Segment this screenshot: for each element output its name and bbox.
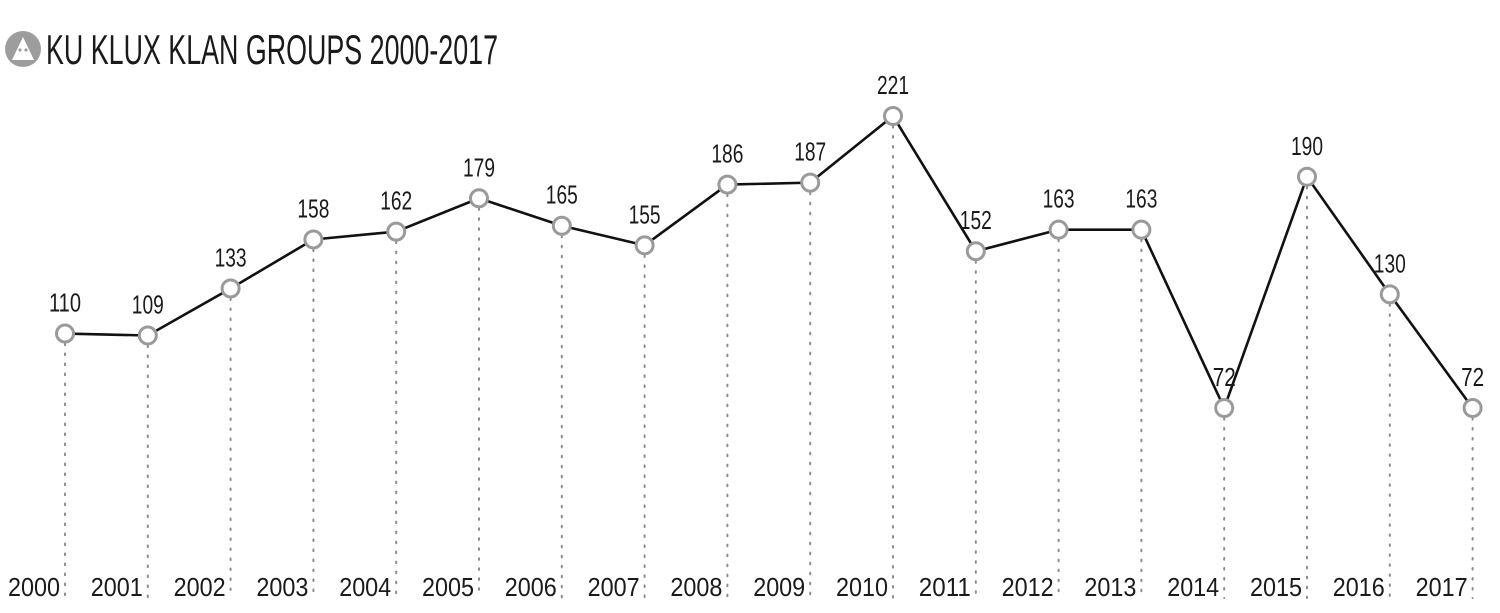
x-tick-label-2013: 2013 xyxy=(1084,572,1136,602)
data-label-2000: 110 xyxy=(49,288,81,318)
data-point-2017 xyxy=(1462,398,1483,418)
x-tick-label-2003: 2003 xyxy=(256,572,308,602)
x-tick-label-2009: 2009 xyxy=(753,572,805,602)
data-label-2001: 109 xyxy=(132,289,164,319)
data-point-2008 xyxy=(717,174,738,195)
data-point-2015 xyxy=(1297,166,1317,187)
series-line-layer xyxy=(64,114,1474,412)
data-point-2012 xyxy=(1048,219,1069,240)
x-tick-label-2014: 2014 xyxy=(1167,572,1219,602)
data-label-2007: 155 xyxy=(629,199,661,229)
data-label-2002: 133 xyxy=(215,242,247,272)
data-point-2005 xyxy=(469,188,489,209)
data-point-2003 xyxy=(303,229,324,250)
data-point-2001 xyxy=(137,325,158,346)
data-point-2016 xyxy=(1379,284,1400,305)
data-label-2005: 179 xyxy=(463,152,495,182)
icon-hood xyxy=(12,37,34,60)
data-label-2004: 162 xyxy=(380,186,412,216)
x-tick-label-2004: 2004 xyxy=(339,572,391,602)
x-tick-label-2010: 2010 xyxy=(836,572,888,602)
data-label-2017: 72 xyxy=(1461,362,1484,392)
data-label-2006: 165 xyxy=(546,180,578,210)
x-tick-label-2002: 2002 xyxy=(174,572,226,602)
data-point-2006 xyxy=(551,215,572,236)
data-point-2002 xyxy=(220,278,241,299)
icon-left-eye xyxy=(18,48,22,52)
data-label-2016: 130 xyxy=(1374,248,1406,278)
data-label-2012: 163 xyxy=(1043,184,1075,214)
data-point-2009 xyxy=(800,172,821,193)
x-tick-label-2017: 2017 xyxy=(1416,572,1468,602)
x-tick-label-2011: 2011 xyxy=(919,572,971,602)
data-point-markers xyxy=(55,106,1483,418)
data-point-2010 xyxy=(883,106,903,126)
data-point-2011 xyxy=(965,241,986,262)
data-labels: 110 109 133 158 162 179 165 155 186 187 221 152 163 1… xyxy=(49,70,1484,392)
icon-right-eye xyxy=(24,48,28,52)
data-label-2013: 163 xyxy=(1125,184,1157,214)
chart-header: KU KLUX KLAN GROUPS 2000-2017 xyxy=(5,26,498,73)
data-point-2004 xyxy=(386,221,407,242)
x-tick-label-2007: 2007 xyxy=(588,572,640,602)
data-label-2014: 72 xyxy=(1213,362,1236,392)
data-point-2000 xyxy=(55,323,75,344)
data-point-2013 xyxy=(1131,219,1152,240)
data-label-2010: 221 xyxy=(877,70,909,100)
data-label-2003: 158 xyxy=(297,193,329,223)
series-line xyxy=(64,114,1474,412)
hooded-figure-icon xyxy=(5,31,41,67)
x-tick-label-2016: 2016 xyxy=(1333,572,1385,602)
x-tick-label-2012: 2012 xyxy=(1002,572,1054,602)
drop-lines xyxy=(64,125,1474,599)
data-point-2007 xyxy=(634,235,655,256)
x-tick-label-2015: 2015 xyxy=(1250,572,1302,602)
data-label-2008: 186 xyxy=(711,139,743,169)
x-tick-label-2008: 2008 xyxy=(670,572,722,602)
x-tick-label-2001: 2001 xyxy=(91,572,143,602)
data-label-2015: 190 xyxy=(1291,131,1323,161)
data-point-2014 xyxy=(1214,398,1235,418)
x-axis-tick-labels: 2000 2001 2002 2003 2004 2005 2006 2007 2008 2009… xyxy=(8,572,1468,602)
x-tick-label-2006: 2006 xyxy=(505,572,557,602)
data-label-2011: 152 xyxy=(960,205,992,235)
chart-title: KU KLUX KLAN GROUPS 2000-2017 xyxy=(46,26,498,73)
x-tick-label-2000: 2000 xyxy=(8,572,60,602)
data-label-2009: 187 xyxy=(794,137,826,167)
x-tick-label-2005: 2005 xyxy=(422,572,474,602)
